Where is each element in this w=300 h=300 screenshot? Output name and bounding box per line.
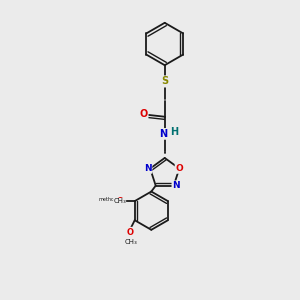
Text: O: O	[117, 196, 124, 206]
Text: H: H	[170, 127, 178, 137]
Text: O: O	[127, 227, 134, 236]
Text: CH₃: CH₃	[124, 239, 137, 245]
Text: N: N	[172, 181, 180, 190]
Text: methoxy: methoxy	[99, 197, 121, 202]
Text: N: N	[159, 129, 167, 139]
Text: O: O	[140, 109, 148, 119]
Text: O: O	[176, 164, 183, 173]
Text: S: S	[161, 76, 168, 86]
Text: N: N	[144, 164, 152, 173]
Text: CH₃: CH₃	[113, 198, 126, 204]
